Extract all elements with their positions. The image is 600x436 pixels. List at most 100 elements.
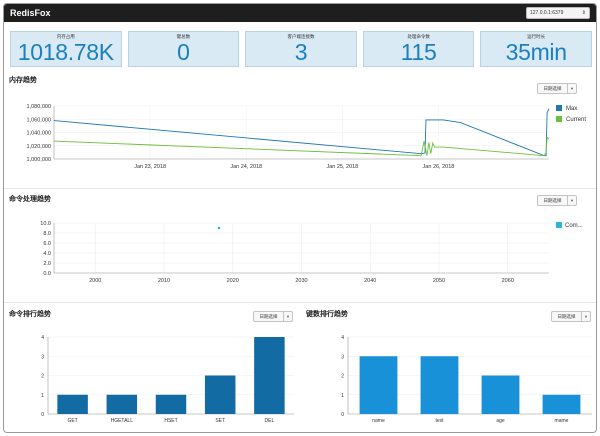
stat-label: 内存占用 <box>56 34 75 39</box>
stats-row: 内存占用 1018.78K 键总数 0 客户端连接数 3 处理命令数 115 运… <box>10 31 592 67</box>
y-tick-label: 1 <box>341 393 344 399</box>
cmd-rank-section-title: 命令排行趋势 <box>9 311 51 318</box>
x-tick-label: GET <box>67 418 77 424</box>
x-tick-label: 2000 <box>89 278 101 284</box>
commands-chart: 0.0 2.0 4.0 6.0 8.0 10.0 2000 2010 2020 2030 2040 2… <box>40 221 583 284</box>
y-tick-label: 1,020,000 <box>27 144 51 150</box>
memory-date-picker-button[interactable]: 日期选择 ▼ <box>537 83 577 94</box>
commands-section-title: 命令处理趋势 <box>9 196 51 203</box>
key-rank-chart: 0 1 2 3 4 name test age mame <box>341 335 592 424</box>
y-tick-label: 0 <box>41 412 44 418</box>
y-tick-label: 1,060,000 <box>27 117 51 123</box>
legend-label: Max <box>566 106 577 112</box>
stat-label: 键总数 <box>176 34 191 39</box>
stat-commands: 处理命令数 115 <box>362 31 475 67</box>
x-tick-label: 2020 <box>227 278 239 284</box>
bar <box>481 375 520 414</box>
stat-value: 0 <box>177 39 190 65</box>
x-tick-label: age <box>496 418 505 424</box>
x-tick-label: name <box>372 418 385 424</box>
bar <box>204 375 236 414</box>
y-tick-label: 2.0 <box>43 261 51 267</box>
memory-section-title: 内存趋势 <box>9 77 37 84</box>
legend-swatch <box>556 222 562 228</box>
legend-swatch <box>556 105 562 111</box>
bar <box>420 356 459 414</box>
stat-keys: 键总数 0 <box>127 31 240 67</box>
x-tick-label: DEL <box>265 418 275 424</box>
divider <box>4 188 596 189</box>
y-tick-label: 3 <box>341 354 344 360</box>
stat-value: 3 <box>294 39 308 65</box>
stat-label: 处理命令数 <box>407 34 430 39</box>
date-picker-label: 日期选择 <box>543 197 562 203</box>
app-brand[interactable]: RedisFox <box>10 8 51 18</box>
bar <box>155 394 187 414</box>
chevron-updown-icon: ⇕ <box>581 10 586 16</box>
y-tick-label: 0 <box>341 412 344 418</box>
x-tick-label: 2040 <box>364 278 376 284</box>
x-tick-label: 2060 <box>502 278 514 284</box>
y-tick-label: 2 <box>341 374 344 380</box>
stat-clients: 客户端连接数 3 <box>245 31 357 67</box>
y-tick-label: 2 <box>41 374 44 380</box>
x-tick-label: Jan 25, 2018 <box>326 164 358 170</box>
stat-value: 35min <box>505 39 567 65</box>
x-tick-label: HGETALL <box>111 418 134 424</box>
bar <box>254 337 285 414</box>
x-tick-label: 2010 <box>158 278 170 284</box>
cmd-rank-chart: 0 1 2 3 4 GET HGETALL HSET SET DEL <box>41 335 294 424</box>
stat-label: 运行时长 <box>527 34 546 39</box>
date-picker-label: 日期选择 <box>557 313 576 319</box>
caret-down-icon[interactable]: ▼ <box>283 312 292 321</box>
y-tick-label: 3 <box>41 354 44 360</box>
date-picker-label: 日期选择 <box>259 313 278 319</box>
series-line-current <box>53 136 550 157</box>
divider <box>4 302 596 303</box>
server-select-value: 127.0.0.1:6379 <box>530 10 564 16</box>
y-tick-label: 0.0 <box>43 271 51 277</box>
legend-label: Com... <box>565 223 583 229</box>
series-line-max <box>53 108 550 157</box>
x-tick-label: test <box>435 418 444 424</box>
bar <box>57 394 88 414</box>
caret-down-icon[interactable]: ▼ <box>581 312 590 321</box>
y-tick-label: 1,000,000 <box>27 157 51 163</box>
y-tick-label: 4.0 <box>43 251 51 257</box>
stat-value: 115 <box>400 39 437 65</box>
y-tick-label: 4 <box>41 335 44 341</box>
y-tick-label: 8.0 <box>43 231 51 237</box>
data-point <box>217 226 221 230</box>
y-tick-label: 1 <box>41 393 44 399</box>
memory-chart: 1,000,000 1,020,000 1,040,000 1,060,000 1,08… <box>27 104 587 170</box>
server-select[interactable]: 127.0.0.1:6379 ⇕ <box>526 7 590 19</box>
stat-memory: 内存占用 1018.78K <box>10 31 122 67</box>
stat-label: 客户端连接数 <box>287 34 315 39</box>
stat-uptime: 运行时长 35min <box>480 31 592 67</box>
x-tick-label: HSET <box>164 418 177 424</box>
x-tick-label: Jan 23, 2018 <box>134 164 166 170</box>
y-tick-label: 4 <box>341 335 344 341</box>
cmd-rank-date-picker-button[interactable]: 日期选择 ▼ <box>253 311 293 322</box>
x-tick-label: 2050 <box>433 278 445 284</box>
y-tick-label: 1,080,000 <box>27 104 51 110</box>
commands-date-picker-button[interactable]: 日期选择 ▼ <box>537 195 577 206</box>
bar <box>106 394 138 414</box>
legend-swatch <box>556 116 562 122</box>
legend-label: Current <box>566 117 586 123</box>
x-tick-label: SET <box>215 418 225 424</box>
x-tick-label: 2030 <box>295 278 307 284</box>
caret-down-icon[interactable]: ▼ <box>567 84 576 93</box>
y-tick-label: 10.0 <box>40 221 51 227</box>
x-tick-label: Jan 24, 2018 <box>230 164 262 170</box>
navbar: RedisFox 127.0.0.1:6379 ⇕ <box>4 4 596 22</box>
x-tick-label: mame <box>555 418 569 424</box>
stat-value: 1018.78K <box>17 39 114 65</box>
key-rank-date-picker-button[interactable]: 日期选择 ▼ <box>551 311 591 322</box>
app-window: RedisFox 127.0.0.1:6379 ⇕ 内存占用 1018.78K … <box>3 3 597 433</box>
x-tick-label: Jan 26, 2018 <box>423 164 455 170</box>
y-tick-label: 6.0 <box>43 241 51 247</box>
key-rank-section-title: 键数排行趋势 <box>306 311 348 318</box>
caret-down-icon[interactable]: ▼ <box>567 196 576 205</box>
y-tick-label: 1,040,000 <box>27 131 51 137</box>
